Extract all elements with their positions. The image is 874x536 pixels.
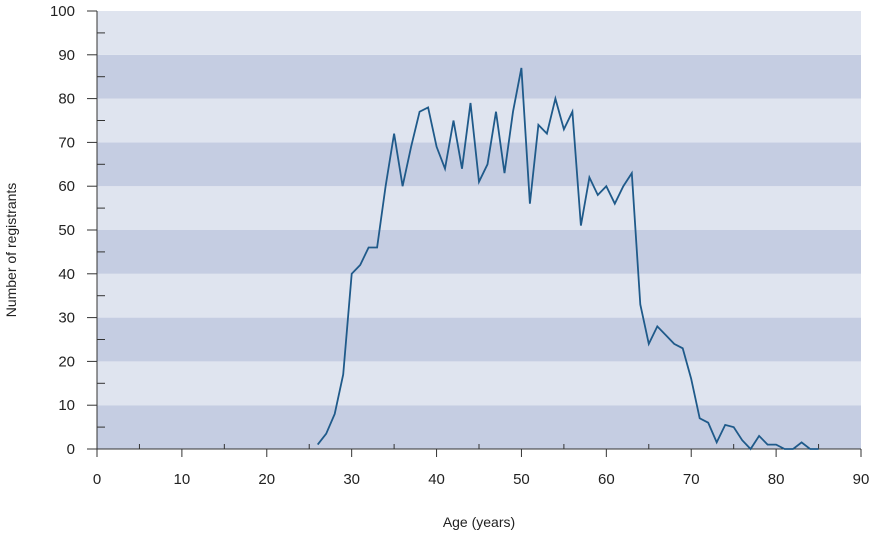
y-tick-label-90: 90 [58,47,75,64]
x-tick-label-20: 20 [258,471,275,488]
y-tick-label-80: 80 [58,91,75,108]
y-tick-label-0: 0 [67,441,75,458]
y-tick-label-40: 40 [58,266,75,283]
y-tick-label-60: 60 [58,178,75,195]
grid-band-90-100 [97,11,861,55]
series-layer [316,67,819,451]
grid-band-0-10 [97,405,861,449]
x-tick-label-90: 90 [853,471,870,488]
x-tick-label-10: 10 [174,471,191,488]
grid-band-10-20 [97,361,861,406]
background-bands [97,11,861,449]
grid-band-20-30 [97,317,861,362]
x-tick-label-60: 60 [598,471,615,488]
x-tick-label-70: 70 [683,471,700,488]
y-tick-label-10: 10 [58,397,75,414]
grid-band-40-50 [97,230,861,274]
series-line-0 [316,67,819,451]
grid-band-30-40 [97,273,861,318]
x-tick-label-40: 40 [428,471,445,488]
x-tick-label-50: 50 [513,471,530,488]
tick-marks [87,10,862,457]
tick-labels: 0 10 20 30 40 50 60 70 80 90 100 0 10 20 30 40 50 60 70 80 9… [50,3,869,488]
y-tick-label-30: 30 [58,310,75,327]
grid-band-50-60 [97,186,861,230]
x-tick-label-30: 30 [343,471,360,488]
y-tick-label-50: 50 [58,222,75,239]
y-axis-title: Number of registrants [3,183,19,318]
grid-band-70-80 [97,98,861,143]
y-tick-label-100: 100 [50,3,75,20]
x-axis-title: Age (years) [443,514,515,530]
y-tick-label-20: 20 [58,353,75,370]
y-tick-label-70: 70 [58,134,75,151]
x-tick-label-80: 80 [768,471,785,488]
grid-band-80-90 [97,54,861,99]
x-tick-label-0: 0 [93,471,101,488]
